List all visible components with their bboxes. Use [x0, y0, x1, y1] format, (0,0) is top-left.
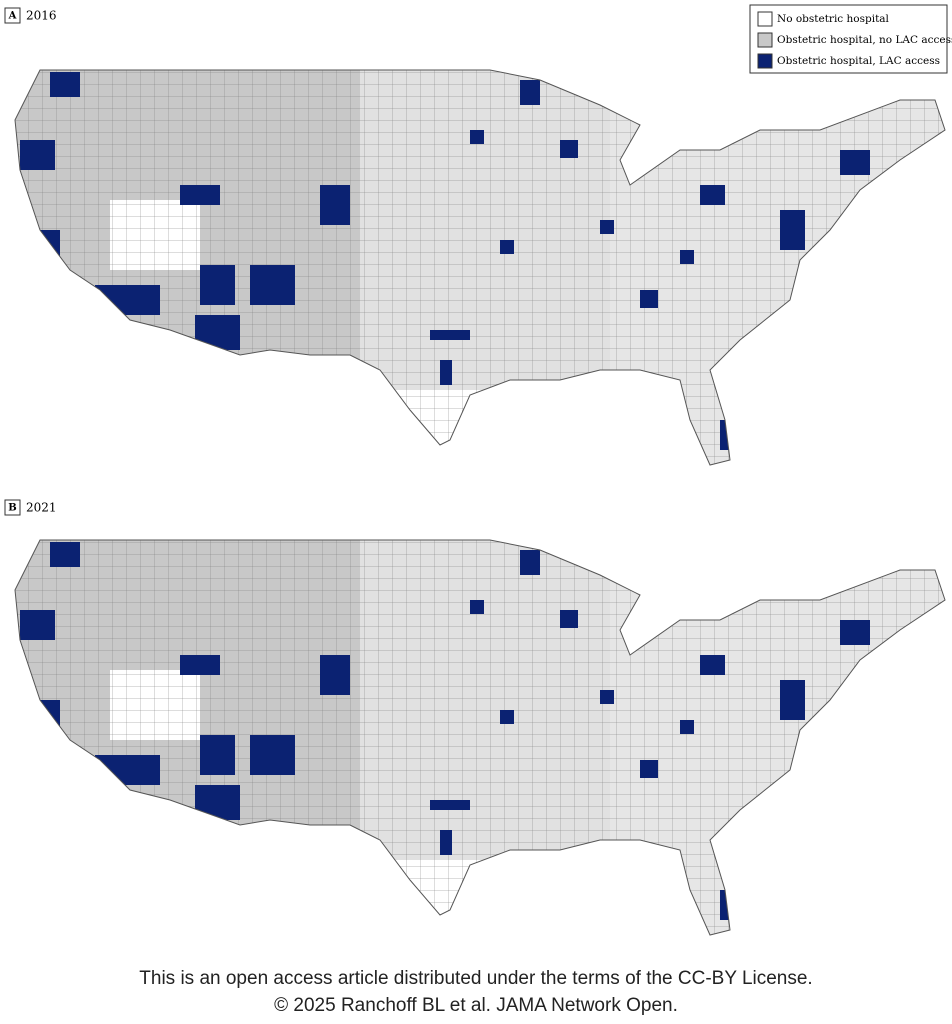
figure: A 2016 B 2021 No obstetric hospital Obst…	[0, 4, 952, 960]
panel-label-box	[4, 7, 21, 24]
footer-copyright: © 2025 Ranchoff BL et al. JAMA Network O…	[274, 995, 678, 1016]
legend-swatch	[757, 53, 773, 69]
panel-label: B	[8, 503, 16, 514]
map-2021	[0, 530, 952, 940]
legend-label: No obstetric hospital	[777, 13, 890, 25]
panel-year: 2016	[26, 9, 57, 23]
map-2016	[0, 60, 952, 470]
legend-swatch	[757, 11, 773, 27]
panel-label-box	[4, 499, 21, 516]
legend-label: Obstetric hospital, no LAC access	[777, 34, 952, 46]
legend: No obstetric hospital Obstetric hospital…	[749, 4, 952, 74]
legend-swatch	[757, 32, 773, 48]
panel-year: 2021	[26, 501, 57, 515]
panel-label: A	[8, 11, 17, 22]
footer-license: This is an open access article distribut…	[139, 968, 813, 989]
legend-box	[749, 4, 948, 74]
legend-label: Obstetric hospital, LAC access	[777, 55, 940, 67]
